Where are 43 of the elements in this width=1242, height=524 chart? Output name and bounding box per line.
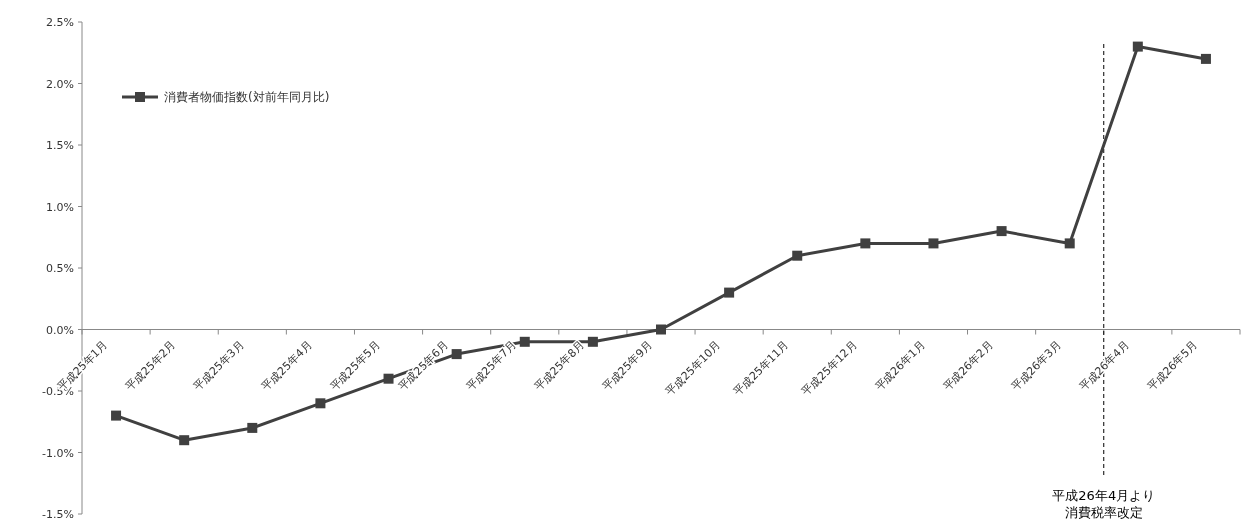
point: [724, 287, 735, 298]
point: [587, 336, 598, 347]
x-tick-label: 平成25年2月: [123, 338, 179, 394]
point: [383, 373, 394, 384]
y-tick-label: 1.5%: [46, 139, 74, 152]
x-tick-label: 平成26年4月: [1076, 338, 1132, 394]
point: [792, 250, 803, 261]
point: [656, 324, 666, 335]
x-tick-label: 平成25年8月: [531, 338, 587, 394]
point: [928, 238, 939, 249]
point: [996, 226, 1007, 237]
point: [247, 422, 258, 433]
x-tick-label: 平成25年3月: [191, 338, 247, 394]
point: [1064, 238, 1075, 249]
y-tick-label: 0.5%: [46, 262, 74, 275]
x-tick-label: 平成26年3月: [1008, 338, 1064, 394]
ref-line-label: 平成26年4月より消費税率改定: [1052, 488, 1156, 520]
x-tick-label: 平成25年5月: [327, 338, 383, 394]
x-tick-label: 平成25年4月: [259, 338, 315, 394]
point: [451, 349, 462, 360]
point: [1200, 53, 1211, 64]
x-tick-label: 平成25年7月: [463, 338, 519, 394]
x-tick-label: 平成26年1月: [872, 338, 928, 394]
x-tick-label: 平成25年9月: [599, 338, 656, 394]
legend-label: 消費者物価指数(対前年同月比): [164, 90, 330, 104]
y-tick-label: 1.0%: [46, 200, 74, 214]
x-tick-label: 平成25年10月: [663, 338, 724, 399]
x-tick-label: 平成25年11月: [731, 338, 792, 399]
x-tick-label: 平成25年12月: [799, 338, 860, 399]
y-tick-label: -1.0%: [42, 446, 74, 460]
x-tick-label: 平成26年2月: [940, 338, 996, 394]
point: [179, 435, 190, 446]
y-tick-label: 2.5%: [46, 16, 74, 29]
x-tick-label: 平成26年5月: [1144, 338, 1201, 394]
point: [519, 336, 530, 347]
point: [1132, 41, 1143, 52]
x-tick-label: 平成25年6月: [395, 338, 451, 394]
y-tick-label: 2.0%: [46, 77, 74, 91]
point: [315, 398, 326, 409]
y-tick-label: 0.0%: [46, 323, 74, 337]
point: [111, 410, 122, 421]
y-tick-label: -1.5%: [42, 508, 74, 521]
point: [860, 238, 871, 249]
